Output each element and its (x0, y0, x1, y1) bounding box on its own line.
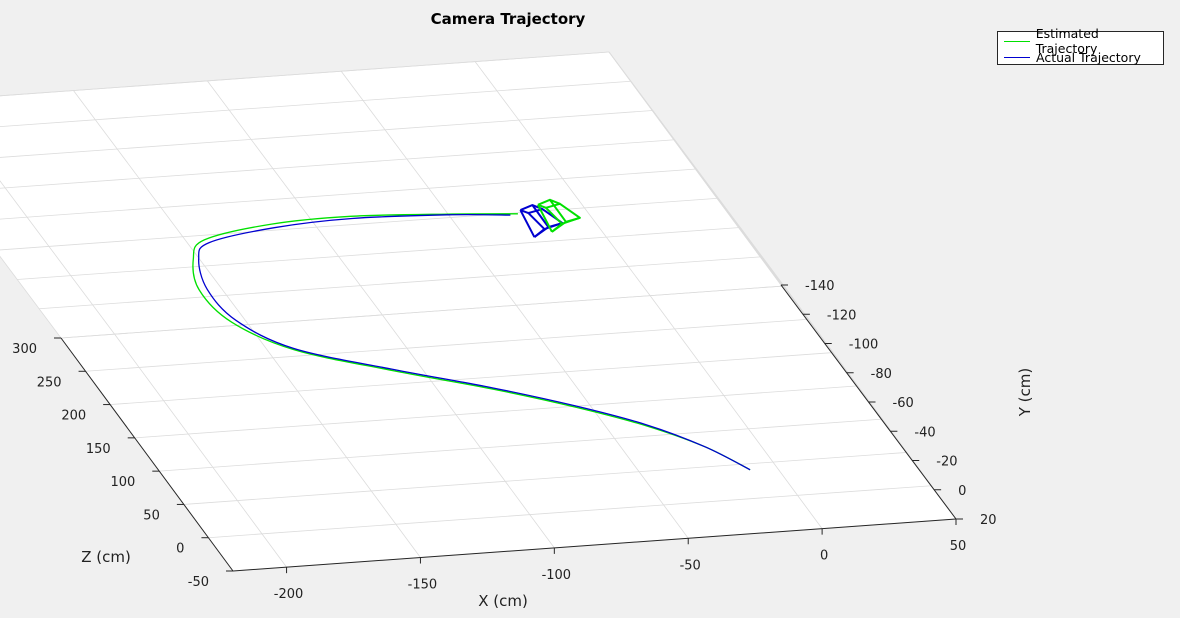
z-tick-label: 300 (12, 342, 37, 357)
camera-frustum-estimated-icon-far-close (545, 207, 563, 225)
y-tick-label: -60 (893, 396, 914, 411)
z-axis-label: Z (cm) (81, 548, 131, 566)
camera-frustums (519, 198, 581, 238)
y-tick-label: -80 (871, 367, 892, 382)
grid-floor-x (515, 305, 689, 539)
x-tick-label: -50 (680, 558, 701, 573)
tick-labels: -200-150-100-50050-50050100150200250300-… (12, 279, 996, 602)
z-tick-label: 100 (110, 475, 135, 490)
series-lines (192, 213, 751, 471)
camera-frustum-estimated-icon-near-close (537, 204, 553, 233)
x-tick-label: -150 (408, 578, 438, 593)
grid-lines (0, 51, 957, 572)
y-tick-label: -40 (914, 425, 935, 440)
grid-floor-z (159, 418, 883, 472)
grid-floor-x (649, 295, 823, 529)
grid-floor-z (85, 318, 809, 372)
y-tick-label: 20 (980, 513, 997, 528)
x-tick-label: -100 (542, 568, 572, 583)
z-tick-label: 50 (143, 508, 160, 523)
grid-floor-x (114, 333, 287, 568)
chart-title: Camera Trajectory (431, 10, 586, 28)
series-estimated-line (192, 213, 751, 471)
legend-label-actual: Actual Trajectory (1036, 49, 1141, 65)
grid-back-y (39, 256, 763, 310)
x-tick-label: 0 (820, 549, 828, 564)
grid-floor-z (208, 485, 932, 539)
grid-back-y (0, 80, 631, 128)
legend-item-actual: Actual Trajectory (1004, 49, 1141, 65)
y-axis-label: Y (cm) (1016, 368, 1034, 418)
camera-frustum-estimated-icon-edge (537, 203, 547, 209)
legend-swatch-estimated (1004, 40, 1030, 42)
camera-frustum-actual-icon-far-close (527, 212, 546, 230)
camera-frustum-actual-icon-edge (548, 222, 563, 229)
grid-back-y (0, 110, 653, 158)
axes (54, 284, 963, 574)
camera-frustum-estimated-icon (537, 198, 581, 233)
grid-back-y (0, 197, 719, 251)
x-axis-label: X (cm) (478, 592, 528, 610)
grid-floor-x (382, 314, 555, 549)
back-edge-top (0, 51, 610, 97)
z-tick-label: 0 (176, 542, 184, 557)
x-tick-label: -200 (274, 587, 304, 602)
y-tick-label: -120 (827, 308, 857, 323)
z-tick-label: 200 (61, 409, 86, 424)
z-tick-label: -50 (188, 575, 209, 590)
side-edge-right (608, 51, 782, 286)
z-axis-line (60, 337, 234, 572)
z-tick-label: 150 (86, 442, 111, 457)
z-tick-label: 250 (37, 375, 62, 390)
legend-item-estimated: Estimated Trajectory (1004, 26, 1163, 56)
camera-frustum-estimated-icon-edge (565, 216, 581, 223)
y-tick-label: -100 (849, 338, 879, 353)
camera-frustum-actual-icon-edge (520, 209, 529, 215)
x-tick-label: 50 (950, 539, 967, 554)
grid-back-y (60, 285, 785, 339)
y-tick-label: -140 (805, 279, 835, 294)
legend-label-estimated: Estimated Trajectory (1035, 26, 1099, 56)
x-axis-line (232, 518, 957, 572)
grid-floor-z (183, 452, 907, 505)
camera-frustum-estimated-icon-edge (551, 223, 563, 233)
y-tick-label: -20 (936, 455, 957, 470)
series-actual-line (198, 213, 751, 471)
camera-frustum-actual-icon-near-close (519, 209, 536, 238)
grid-floor-z (110, 352, 834, 405)
grid-floor-x (248, 324, 421, 558)
camera-frustum-estimated-icon-edge (549, 198, 561, 205)
legend-swatch-actual (1004, 56, 1030, 58)
legend: Estimated Trajectory Actual Trajectory (997, 26, 1164, 65)
grid-back-y (0, 168, 697, 220)
y-tick-label: 0 (958, 484, 966, 499)
grid-back-y (17, 227, 741, 280)
back-edge-left (0, 255, 62, 339)
grid-floor-z (134, 385, 858, 439)
camera-frustum-actual-icon-edge (533, 228, 546, 238)
grid-back-y (0, 139, 675, 189)
